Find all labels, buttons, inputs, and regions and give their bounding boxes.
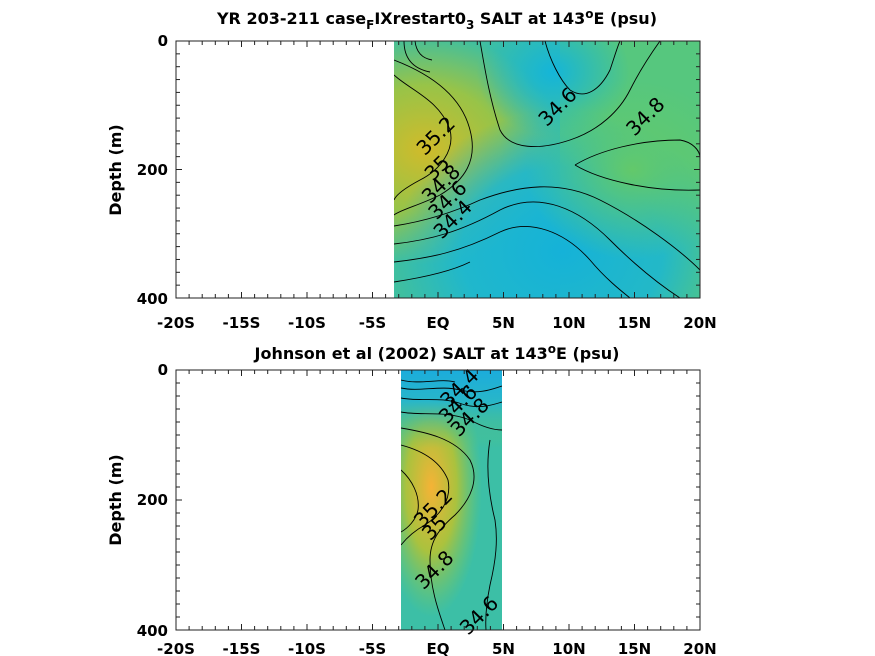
x-tick-label: -20S	[157, 640, 195, 656]
panel-1: YR 203-211 caseFIXrestart03 SALT at 143o…	[106, 7, 717, 332]
contour-lines-2	[401, 379, 502, 630]
x-tick-label: -15S	[223, 314, 261, 332]
x-tick-label: -10S	[288, 314, 326, 332]
x-tick-label: 5N	[492, 640, 515, 656]
data-field-2	[401, 370, 502, 630]
x-tick-label: -5S	[359, 640, 386, 656]
x-tick-label: -5S	[359, 314, 386, 332]
y-minor-ticks-2	[176, 369, 700, 631]
x-tick-label: -10S	[288, 640, 326, 656]
chart-title-2: Johnson et al (2002) SALT at 143oE (psu)	[254, 342, 620, 363]
y-axis-label-2: Depth (m)	[106, 454, 125, 546]
data-field-1	[394, 41, 700, 298]
y-minor-ticks-1	[176, 40, 700, 299]
y-axis-label-1: Depth (m)	[106, 124, 125, 216]
panel-2: Johnson et al (2002) SALT at 143oE (psu)…	[106, 342, 717, 656]
x-tick-label: -15S	[223, 640, 261, 656]
x-tick-labels-1: -20S -15S -10S -5S EQ 5N 10N 15N 20N	[157, 314, 717, 332]
x-tick-label: 10N	[552, 314, 585, 332]
x-tick-label: 15N	[618, 640, 651, 656]
y-tick-label: 400	[137, 290, 168, 308]
x-tick-label: EQ	[427, 640, 450, 656]
chart-title-1: YR 203-211 caseFIXrestart03 SALT at 143o…	[216, 7, 657, 32]
y-tick-label: 200	[137, 161, 168, 179]
x-tick-label: EQ	[427, 314, 450, 332]
y-tick-label: 400	[137, 622, 168, 640]
y-tick-labels-1: 0 200 400	[137, 32, 168, 308]
x-minor-ticks-2	[175, 370, 701, 630]
field-1-salty-east	[394, 41, 700, 298]
y-tick-label: 0	[158, 361, 168, 379]
x-tick-label: 20N	[683, 314, 716, 332]
x-tick-label: 10N	[552, 640, 585, 656]
x-tick-label: 5N	[492, 314, 515, 332]
y-tick-label: 0	[158, 32, 168, 50]
y-tick-label: 200	[137, 491, 168, 509]
y-tick-labels-2: 0 200 400	[137, 361, 168, 640]
contour-lines-1	[394, 41, 700, 298]
x-tick-label: -20S	[157, 314, 195, 332]
x-tick-label: 20N	[683, 640, 716, 656]
x-minor-ticks-1	[175, 41, 701, 298]
x-tick-label: 15N	[618, 314, 651, 332]
x-tick-labels-2: -20S -15S -10S -5S EQ 5N 10N 15N 20N	[157, 640, 717, 656]
